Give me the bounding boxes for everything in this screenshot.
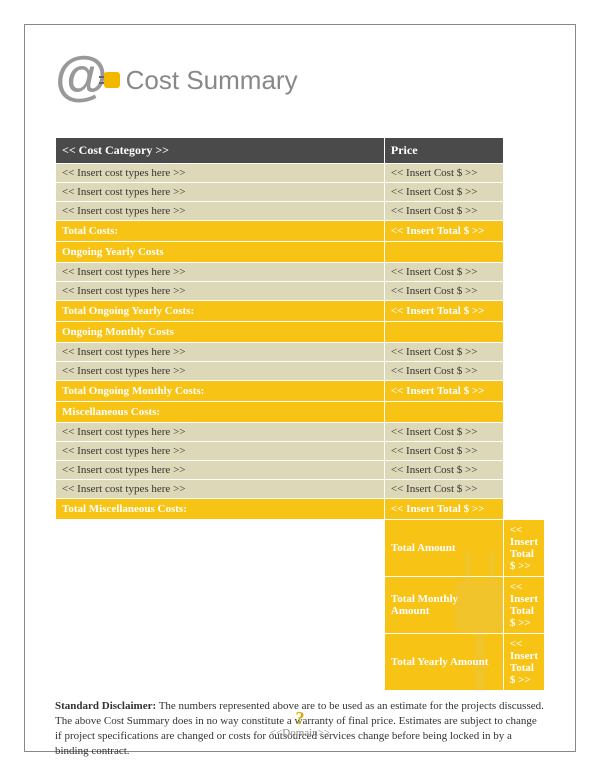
table-row: << Insert cost types here >><< Insert Co…: [56, 480, 544, 498]
section-total: Total Ongoing Yearly Costs:<< Insert Tot…: [56, 301, 544, 321]
question-icon: ?: [25, 708, 575, 729]
section-header: Miscellaneous Costs:: [56, 402, 544, 422]
section-total: Total Miscellaneous Costs:<< Insert Tota…: [56, 499, 544, 519]
table-row: << Insert cost types here >><< Insert Co…: [56, 202, 544, 220]
table-row: << Insert cost types here >><< Insert Co…: [56, 461, 544, 479]
grand-total-row: Total Amount << Insert Total $ >>: [56, 520, 544, 576]
table-row: << Insert cost types here >><< Insert Co…: [56, 164, 544, 182]
section-total: Total Ongoing Monthly Costs:<< Insert To…: [56, 381, 544, 401]
footer: ? <<Domain>>: [25, 708, 575, 739]
page-frame: @ Cost Summary << Cost Category >> Price…: [24, 24, 576, 752]
section-total: Total Costs:<< Insert Total $ >>: [56, 221, 544, 241]
grand-total-row: Total Yearly Amount << Insert Total $ >>: [56, 634, 544, 690]
table-row: << Insert cost types here >><< Insert Co…: [56, 263, 544, 281]
plug-icon: [104, 72, 120, 88]
table-row: << Insert cost types here >><< Insert Co…: [56, 343, 544, 361]
table-row: << Insert cost types here >><< Insert Co…: [56, 423, 544, 441]
page-title: Cost Summary: [126, 65, 298, 96]
table-row: << Insert cost types here >><< Insert Co…: [56, 442, 544, 460]
header: @ Cost Summary: [55, 53, 545, 107]
table-row: << Insert cost types here >><< Insert Co…: [56, 362, 544, 380]
cost-table: << Cost Category >> Price << Insert cost…: [55, 137, 545, 691]
table-row: << Insert cost types here >><< Insert Co…: [56, 282, 544, 300]
header-price: Price: [385, 138, 503, 163]
footer-domain: <<Domain>>: [270, 727, 330, 739]
grand-total-row: Total Monthly Amount << Insert Total $ >…: [56, 577, 544, 633]
table-row: << Insert cost types here >><< Insert Co…: [56, 183, 544, 201]
section-header: Ongoing Yearly Costs: [56, 242, 544, 262]
header-category: << Cost Category >>: [56, 138, 384, 163]
section-header: Ongoing Monthly Costs: [56, 322, 544, 342]
